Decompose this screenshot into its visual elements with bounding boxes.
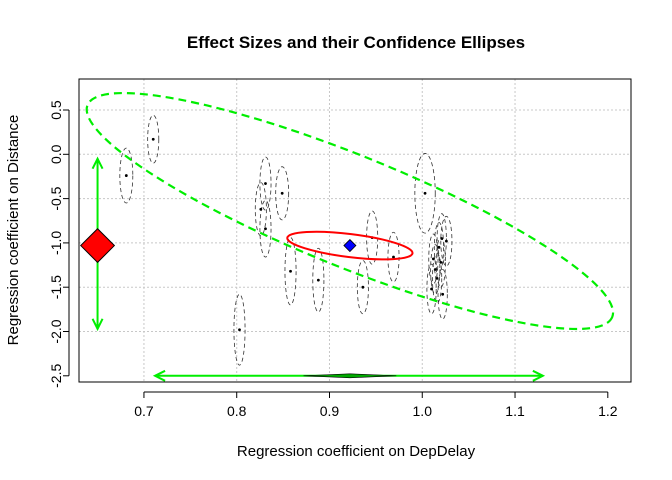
confidence-ellipse (428, 233, 439, 285)
plot-frame (78, 78, 632, 383)
confidence-ellipse (275, 166, 290, 221)
confidence-ellipse (433, 222, 444, 273)
confidence-ellipse (437, 269, 448, 320)
x-interval-arrowhead-right (532, 369, 546, 382)
data-point (430, 287, 433, 291)
y-interval-arrowhead-bottom (91, 318, 104, 332)
plot-marks (80, 91, 615, 382)
x-tick-label: 0.7 (134, 403, 154, 419)
x-tick-label: 1.1 (505, 403, 525, 419)
data-point (435, 276, 439, 280)
x-effect-diamond (303, 373, 397, 379)
data-point (423, 191, 427, 195)
confidence-ellipse (414, 153, 436, 234)
confidence-ellipse (426, 263, 437, 315)
data-point (280, 191, 284, 195)
confidence-ellipse (233, 293, 246, 366)
data-point (264, 227, 267, 231)
x-interval-arrowhead-left (152, 369, 166, 382)
data-point (439, 260, 443, 264)
data-point (431, 257, 435, 261)
data-point (437, 245, 441, 249)
confidence-ellipse (312, 247, 325, 313)
y-tick-label: -0.5 (48, 186, 64, 210)
confidence-ellipse (147, 114, 160, 164)
confidence-ellipse (254, 182, 267, 237)
axes: 0.7 0.8 0.9 1.0 1.1 1.2 0.5 0.0 -0.5 -1.0 -1.5 -2.0… (48, 100, 618, 419)
confidence-ellipse (259, 199, 272, 258)
confidence-ellipse (259, 156, 272, 211)
data-point (444, 239, 448, 243)
y-axis-label: Regression coefficient on Distance (5, 115, 22, 346)
x-axis-label: Regression coefficient on DepDelay (237, 443, 476, 460)
confidence-ellipse (430, 244, 441, 295)
x-tick-label: 0.9 (320, 403, 340, 419)
y-effect-diamond (80, 228, 116, 264)
data-point (392, 255, 395, 259)
confidence-ellipse (440, 215, 453, 267)
data-point (151, 137, 155, 141)
y-tick-label: -2.0 (48, 319, 64, 343)
data-point (124, 174, 128, 177)
confidence-ellipse (284, 237, 297, 306)
data-point (433, 268, 437, 271)
data-point (361, 285, 365, 289)
y-interval-arrowhead-top (91, 156, 104, 170)
confidence-ellipse (436, 213, 447, 264)
confidence-ellipse (119, 147, 134, 204)
prediction-ellipse (85, 91, 615, 331)
data-point (259, 207, 263, 211)
x-tick-label: 1.2 (598, 403, 618, 419)
y-tick-label: 0.5 (48, 100, 64, 120)
y-tick-label: 0.0 (48, 144, 64, 164)
y-tick-label: -1.5 (48, 275, 64, 299)
data-point (441, 292, 445, 296)
data-point (440, 237, 444, 240)
grid-lines (79, 79, 631, 382)
summary-ellipse (286, 230, 414, 261)
data-point (316, 278, 320, 282)
x-tick-label: 1.0 (413, 403, 433, 419)
confidence-ellipse (432, 253, 443, 304)
y-tick-label: -2.5 (48, 364, 64, 388)
data-point (238, 328, 241, 332)
chart-title: Effect Sizes and their Confidence Ellips… (187, 33, 525, 52)
confidence-ellipse (356, 260, 369, 315)
y-tick-label: -1.0 (48, 231, 64, 255)
x-tick-label: 0.8 (227, 403, 247, 419)
confidence-ellipse (387, 231, 400, 283)
data-point (264, 182, 267, 185)
pooled-estimate-diamond (343, 238, 357, 253)
data-point (289, 269, 292, 273)
